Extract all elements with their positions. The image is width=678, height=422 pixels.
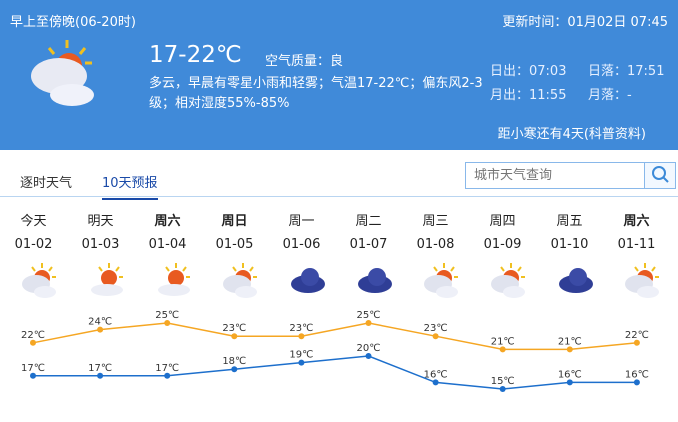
high-temp-point xyxy=(164,320,171,326)
forecast-day: 周二 xyxy=(355,214,382,229)
solar-term-link[interactable]: 距小寒还有4天(科普资料) xyxy=(497,127,646,142)
low-temp-point xyxy=(298,359,305,366)
partly-cloudy-icon xyxy=(603,262,670,298)
update-time: 更新时间：01月02日 07:45 xyxy=(502,15,668,30)
city-search xyxy=(465,162,676,189)
overcast-icon xyxy=(335,262,402,298)
sunny-cloudy-icon xyxy=(134,262,201,298)
high-temp-point xyxy=(97,326,104,333)
high-temp-label: 24℃ xyxy=(88,317,112,328)
low-temp-point xyxy=(30,372,36,379)
forecast-date: 01-04 xyxy=(148,237,187,252)
air-quality: 空气质量：良 xyxy=(265,54,344,69)
low-temp-label: 17℃ xyxy=(21,363,45,374)
forecast-date: 01-03 xyxy=(81,237,120,252)
high-temp-point xyxy=(231,333,238,340)
low-temp-point xyxy=(566,379,573,386)
low-temp-point xyxy=(231,366,238,373)
low-temp-label: 16℃ xyxy=(625,369,649,380)
high-temp-label: 21℃ xyxy=(491,336,515,347)
high-temp-point xyxy=(365,320,372,326)
high-temp-label: 25℃ xyxy=(357,310,381,321)
forecast-day: 明天 xyxy=(87,214,114,229)
forecast-day: 周六 xyxy=(623,214,650,229)
current-weather-panel: 早上至傍晚(06-20时) 更新时间：01月02日 07:45 17-22℃ 空… xyxy=(0,0,678,150)
search-icon xyxy=(652,166,669,183)
partly-cloudy-icon xyxy=(201,262,268,298)
high-temp-label: 25℃ xyxy=(155,310,179,321)
forecast-date: 01-05 xyxy=(215,237,254,252)
high-temp-point xyxy=(633,339,640,346)
high-temp-label: 21℃ xyxy=(558,336,582,347)
weather-description: 多云，早晨有零星小雨和轻雾；气温17-22℃；偏东风2-3级；相对湿度55%-8… xyxy=(149,76,483,111)
low-temp-label: 16℃ xyxy=(558,369,582,380)
moonset: 月落：- xyxy=(588,88,632,103)
high-temp-point xyxy=(432,333,439,340)
high-temp-label: 22℃ xyxy=(625,330,649,341)
forecast-date: 01-06 xyxy=(282,237,321,252)
low-temp-point xyxy=(633,379,640,386)
forecast-date: 01-02 xyxy=(14,237,53,252)
high-temp-line xyxy=(32,322,637,351)
partly-cloudy-icon xyxy=(469,262,536,298)
temperature-range: 17-22℃ xyxy=(149,42,242,68)
overcast-icon xyxy=(268,262,335,298)
high-temp-label: 23℃ xyxy=(424,323,448,334)
forecast-day: 周五 xyxy=(556,214,583,229)
moonrise: 月出：11:55 xyxy=(490,88,567,103)
tab-10day[interactable]: 10天预报 xyxy=(102,172,158,200)
sunny-cloudy-icon xyxy=(67,262,134,298)
low-temp-point xyxy=(97,372,104,379)
forecast-day: 周六 xyxy=(154,214,181,229)
forecast-date: 01-08 xyxy=(416,237,455,252)
overcast-icon xyxy=(536,262,603,298)
high-temp-label: 22℃ xyxy=(21,330,45,341)
period-label: 早上至傍晚(06-20时) xyxy=(10,15,136,30)
tab-hourly[interactable]: 逐时天气 xyxy=(20,176,73,191)
low-temp-label: 17℃ xyxy=(155,363,179,374)
forecast-date: 01-10 xyxy=(550,237,589,252)
forecast-day: 周四 xyxy=(489,214,516,229)
high-temp-point xyxy=(30,339,36,346)
sunset: 日落：17:51 xyxy=(588,64,665,79)
low-temp-label: 18℃ xyxy=(222,356,246,367)
high-temp-point xyxy=(499,346,506,353)
low-temp-label: 19℃ xyxy=(289,350,313,361)
forecast-day: 今天 xyxy=(20,214,47,229)
low-temp-point xyxy=(365,353,372,359)
forecast-day: 周日 xyxy=(221,214,248,229)
forecast-day: 周三 xyxy=(422,214,449,229)
forecast-date: 01-07 xyxy=(349,237,388,252)
low-temp-label: 17℃ xyxy=(88,363,112,374)
forecast-date: 01-09 xyxy=(483,237,522,252)
search-input[interactable] xyxy=(466,163,644,188)
temperature-chart: 22℃ 24℃ 25℃ 23℃ 23℃ 25℃ 23℃ 21℃ 21℃ 22℃ 17℃ 17℃ 17℃ 1… xyxy=(21,310,649,392)
low-temp-point xyxy=(432,379,439,386)
low-temp-label: 20℃ xyxy=(357,343,381,354)
high-temp-label: 23℃ xyxy=(289,323,313,334)
low-temp-line xyxy=(33,355,637,390)
low-temp-label: 16℃ xyxy=(424,369,448,380)
partly-cloudy-icon xyxy=(0,262,67,298)
forecast-date: 01-11 xyxy=(617,237,656,252)
low-temp-label: 15℃ xyxy=(491,376,515,387)
high-temp-point xyxy=(298,333,305,340)
high-temp-point xyxy=(566,346,573,353)
partly-cloudy-icon xyxy=(402,262,469,298)
low-temp-point xyxy=(499,386,506,392)
high-temp-label: 23℃ xyxy=(222,323,246,334)
tab-bar: 逐时天气 10天预报 xyxy=(0,160,678,200)
low-temp-point xyxy=(164,372,171,379)
search-button[interactable] xyxy=(644,163,675,188)
partly-cloudy-icon xyxy=(31,40,94,106)
forecast-day: 周一 xyxy=(288,214,315,229)
sunrise: 日出：07:03 xyxy=(490,64,567,79)
